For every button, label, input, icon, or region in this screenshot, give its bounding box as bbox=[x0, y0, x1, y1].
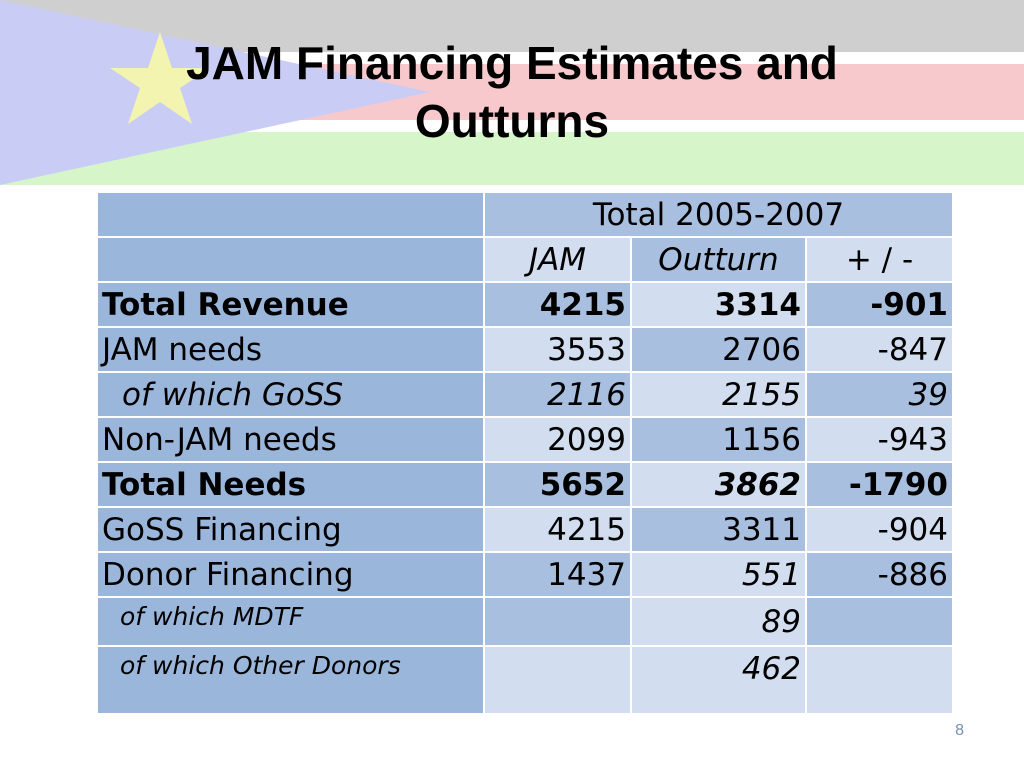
flag-banner bbox=[0, 0, 1024, 185]
slide-title: JAM Financing Estimates and Outturns bbox=[0, 34, 1024, 150]
table-row: Donor Financing 1437 551 -886 bbox=[96, 551, 954, 598]
row-label: Total Needs bbox=[96, 461, 485, 508]
diff-value: 39 bbox=[805, 371, 954, 418]
table-row: Non-JAM needs 2099 1156 -943 bbox=[96, 416, 954, 463]
row-label: Donor Financing bbox=[96, 551, 485, 598]
table-row: JAM needs 3553 2706 -847 bbox=[96, 326, 954, 373]
flag-blue-triangle bbox=[0, 0, 430, 185]
header-empty-cell bbox=[96, 191, 485, 238]
diff-value: -847 bbox=[805, 326, 954, 373]
diff-value: -1790 bbox=[805, 461, 954, 508]
jam-value: 2099 bbox=[483, 416, 632, 463]
table-row: Total Needs 5652 3862 -1790 bbox=[96, 461, 954, 508]
jam-value bbox=[483, 645, 632, 715]
diff-value: -901 bbox=[805, 281, 954, 328]
outturn-value: 1156 bbox=[630, 416, 807, 463]
slide-title-line1: JAM Financing Estimates and bbox=[186, 37, 838, 89]
jam-value: 1437 bbox=[483, 551, 632, 598]
flag-triangle bbox=[0, 0, 430, 185]
outturn-value: 551 bbox=[630, 551, 807, 598]
jam-value: 5652 bbox=[483, 461, 632, 508]
row-label: of which MDTF bbox=[96, 596, 485, 647]
period-header: Total 2005-2007 bbox=[483, 191, 954, 238]
diff-value: -943 bbox=[805, 416, 954, 463]
table-row: of which MDTF 89 bbox=[96, 596, 954, 647]
outturn-value: 89 bbox=[630, 596, 807, 647]
column-header-diff: + / - bbox=[805, 236, 954, 283]
outturn-value: 3314 bbox=[630, 281, 807, 328]
outturn-value: 2706 bbox=[630, 326, 807, 373]
table-row: GoSS Financing 4215 3311 -904 bbox=[96, 506, 954, 553]
row-label: of which GoSS bbox=[96, 371, 485, 418]
row-label: JAM needs bbox=[96, 326, 485, 373]
column-header-outturn: Outturn bbox=[630, 236, 807, 283]
jam-value: 4215 bbox=[483, 506, 632, 553]
row-label: of which Other Donors bbox=[96, 645, 485, 715]
table-header-row: Total 2005-2007 bbox=[96, 191, 954, 238]
subheader-empty-cell bbox=[96, 236, 485, 283]
row-label: Total Revenue bbox=[96, 281, 485, 328]
table-row: of which Other Donors 462 bbox=[96, 645, 954, 715]
row-label: Non-JAM needs bbox=[96, 416, 485, 463]
table-subheader-row: JAM Outturn + / - bbox=[96, 236, 954, 283]
star-icon bbox=[110, 32, 210, 124]
row-label: GoSS Financing bbox=[96, 506, 485, 553]
financing-table: Total 2005-2007 JAM Outturn + / - Total … bbox=[96, 191, 954, 715]
diff-value: -886 bbox=[805, 551, 954, 598]
table-row: Total Revenue 4215 3314 -901 bbox=[96, 281, 954, 328]
jam-value: 3553 bbox=[483, 326, 632, 373]
outturn-value: 462 bbox=[630, 645, 807, 715]
jam-value bbox=[483, 596, 632, 647]
diff-value bbox=[805, 596, 954, 647]
table-row: of which GoSS 2116 2155 39 bbox=[96, 371, 954, 418]
page-number: 8 bbox=[955, 722, 964, 739]
jam-value: 4215 bbox=[483, 281, 632, 328]
diff-value: -904 bbox=[805, 506, 954, 553]
outturn-value: 2155 bbox=[630, 371, 807, 418]
outturn-value: 3311 bbox=[630, 506, 807, 553]
jam-value: 2116 bbox=[483, 371, 632, 418]
slide-title-line2: Outturns bbox=[414, 95, 610, 147]
diff-value bbox=[805, 645, 954, 715]
outturn-value: 3862 bbox=[630, 461, 807, 508]
column-header-jam: JAM bbox=[483, 236, 632, 283]
